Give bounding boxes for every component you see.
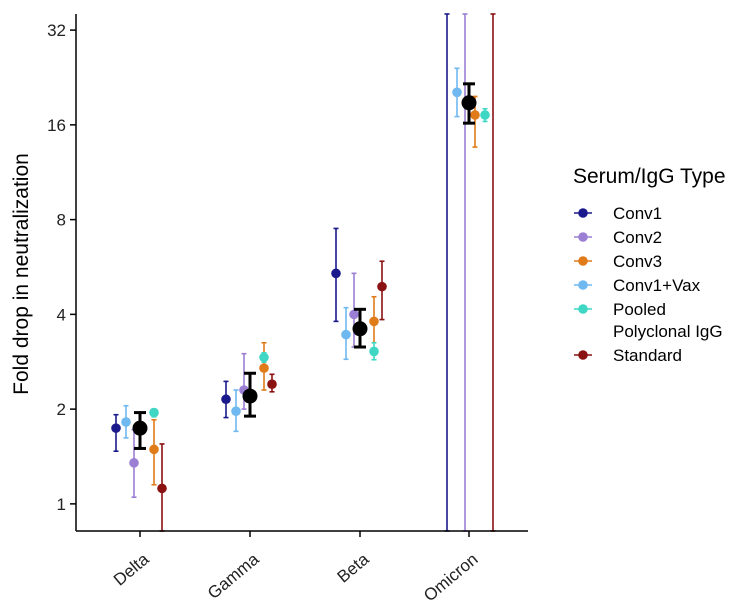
point-conv1-gamma <box>221 394 231 405</box>
point-conv3-omicron <box>470 110 480 120</box>
legend-marker-conv2 <box>578 232 588 242</box>
legend-marker-standard <box>578 350 588 360</box>
estimate-point-delta <box>132 420 148 436</box>
legend-label-conv1: Conv1 <box>613 204 662 223</box>
point-conv3-delta <box>149 444 159 455</box>
legend-label-conv3: Conv3 <box>613 252 662 271</box>
point-conv1-vax-delta <box>121 417 131 427</box>
legend-label-standard: Standard <box>613 346 682 365</box>
point-pooled-gamma <box>259 352 269 363</box>
point-conv1-delta <box>111 423 121 433</box>
estimate-point-beta <box>352 321 368 337</box>
y-tick-label-2: 2 <box>57 400 66 419</box>
point-conv3-gamma <box>259 363 269 373</box>
x-tick-label-gamma: Gamma <box>204 549 263 603</box>
point-conv1-vax-beta <box>341 329 351 340</box>
x-tick-label-omicron: Omicron <box>420 550 481 605</box>
legend-marker-conv1 <box>578 208 588 218</box>
x-tick-label-delta: Delta <box>110 549 153 589</box>
legend-title: Serum/IgG Type <box>573 165 726 188</box>
legend: Serum/IgG Type Conv1 Conv2 Conv3 Conv1+Vax P… <box>573 165 726 365</box>
point-standard-beta <box>377 281 387 292</box>
point-conv1-beta <box>331 268 341 279</box>
legend-label-pooled-line2: Polyclonal IgG <box>613 322 723 341</box>
y-axis-title: Fold drop in neutralization <box>10 153 33 395</box>
legend-label-conv2: Conv2 <box>613 228 662 247</box>
point-standard-gamma <box>267 379 277 389</box>
legend-marker-pooled <box>578 304 588 314</box>
y-tick-label-4: 4 <box>57 305 66 324</box>
point-pooled-beta <box>369 346 379 357</box>
x-tick-label-beta: Beta <box>334 549 373 586</box>
axes: 1 2 4 8 16 32 Delta Gamma Beta Omicron <box>47 14 528 605</box>
point-conv1-vax-gamma <box>231 406 241 416</box>
point-pooled-omicron <box>480 110 490 120</box>
estimate-point-gamma <box>242 388 258 404</box>
legend-label-conv1-vax: Conv1+Vax <box>613 276 701 295</box>
point-conv2-beta <box>349 309 359 320</box>
y-tick-label-1: 1 <box>57 495 66 514</box>
y-tick-label-16: 16 <box>47 116 66 135</box>
legend-marker-conv1-vax <box>578 280 588 290</box>
y-tick-label-32: 32 <box>47 21 66 40</box>
point-standard-delta <box>157 483 167 494</box>
legend-marker-conv3 <box>578 256 588 266</box>
point-pooled-delta <box>149 407 159 418</box>
point-conv1-vax-omicron <box>452 87 462 98</box>
estimate-point-omicron <box>461 95 477 111</box>
point-conv3-beta <box>369 316 379 327</box>
legend-label-pooled: Pooled <box>613 300 666 319</box>
point-conv2-delta <box>129 458 139 468</box>
plot-area <box>111 13 496 532</box>
y-tick-label-8: 8 <box>57 211 66 230</box>
